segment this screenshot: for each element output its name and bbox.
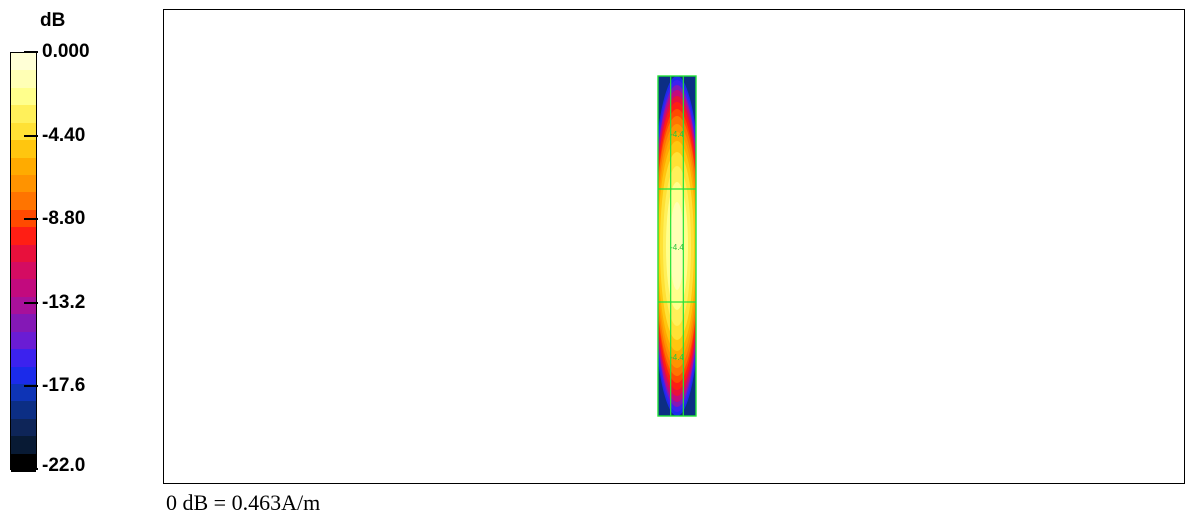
colorbar-segment (11, 157, 36, 176)
colorbar-segment (11, 70, 36, 89)
contour-label: -4.4 (670, 243, 684, 252)
colorbar-tick (24, 385, 38, 388)
colorbar-tick-label: -22.0 (42, 455, 86, 476)
colorbar-tick (24, 468, 38, 470)
colorbar-segment (11, 53, 36, 72)
colorbar-segment (11, 418, 36, 437)
colorbar-segment (11, 296, 36, 315)
colorbar-tick-label: 0.000 (42, 41, 90, 62)
colorbar-segment (11, 209, 36, 228)
colorbar-segment (11, 140, 36, 159)
reference-caption: 0 dB = 0.463A/m (166, 490, 321, 515)
colorbar-segment (11, 227, 36, 246)
colorbar-segment (11, 383, 36, 402)
colorbar-segment (11, 87, 36, 106)
field-contour (670, 202, 684, 290)
colorbar-tick-label: -8.80 (42, 208, 86, 230)
colorbar-tick (24, 51, 38, 53)
colorbar-segment (11, 453, 36, 472)
colorbar-segment (11, 192, 36, 211)
colorbar-tick (24, 301, 38, 304)
field-map (658, 76, 696, 416)
colorbar-segment (11, 314, 36, 333)
colorbar-segment (11, 244, 36, 263)
colorbar-segment (11, 105, 36, 124)
colorbar-segment (11, 262, 36, 281)
colorbar-segment (11, 279, 36, 298)
colorbar-segment (11, 349, 36, 368)
colorbar-segment (11, 436, 36, 455)
colorbar-unit-label: dB (40, 10, 66, 31)
colorbar-tick (24, 134, 38, 137)
colorbar-tick-label: -4.40 (42, 124, 86, 146)
colorbar-tick (24, 218, 38, 221)
strip-outline (657, 75, 697, 417)
contour-label: -4.4 (670, 130, 684, 139)
colorbar-tick-label: -13.2 (42, 291, 86, 313)
contour-label: -4.4 (670, 353, 684, 362)
colorbar-segment (11, 331, 36, 350)
colorbar-segment (11, 174, 36, 193)
colorbar-segment (11, 366, 36, 385)
colorbar-segment (11, 401, 36, 420)
colorbar-tick-label: -17.6 (42, 375, 86, 397)
